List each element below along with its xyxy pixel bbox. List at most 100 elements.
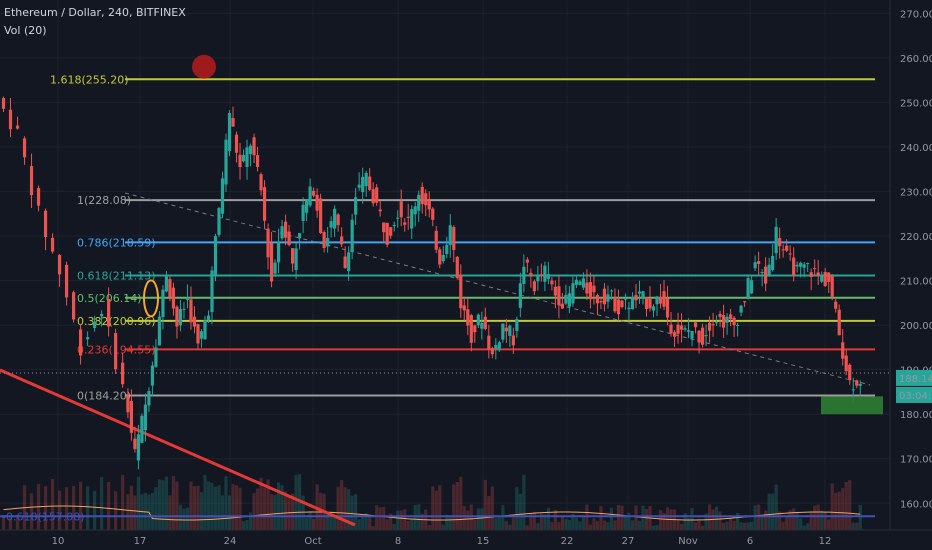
candle-body	[368, 176, 372, 190]
candle-body	[813, 268, 817, 270]
volume-bar	[714, 506, 719, 530]
volume-bar	[343, 487, 347, 530]
volume-bar	[613, 520, 617, 530]
price-axis[interactable]: 160.00170.00180.00190.00200.00210.00220.…	[889, 0, 932, 550]
candle-body	[290, 248, 295, 264]
volume-bar	[753, 505, 757, 530]
candle-body	[662, 291, 666, 307]
candle-body	[441, 254, 445, 262]
candle-body	[616, 299, 621, 315]
candle-body	[220, 178, 225, 214]
candle-body	[107, 298, 111, 327]
candle-body	[382, 222, 386, 233]
top-marker-circle	[192, 54, 216, 79]
volume-bar	[529, 513, 533, 530]
volume-bar	[501, 505, 505, 530]
candle-body	[392, 225, 396, 227]
volume-bar	[844, 481, 848, 530]
volume-bar	[164, 476, 169, 530]
candle-body	[599, 301, 603, 303]
trend-lines[interactable]	[0, 192, 890, 527]
candle-body	[36, 188, 41, 206]
volume-bar	[431, 486, 435, 530]
candle-body	[830, 275, 834, 297]
volume-bar	[1, 516, 6, 530]
candle-body	[494, 344, 498, 350]
candle-body	[224, 139, 228, 185]
volume-bar	[276, 482, 281, 530]
price-tick-label: 180.00	[900, 410, 932, 421]
candle-body	[718, 313, 722, 317]
candle-body	[71, 292, 76, 320]
volume-bar	[15, 515, 20, 530]
volume-bar	[693, 522, 698, 530]
volume-bar	[851, 522, 855, 530]
time-axis[interactable]: 10 17 24 Oct 8 15 22 27 Nov 6 12	[0, 529, 932, 547]
candle-body	[196, 324, 200, 344]
candle-body	[693, 322, 698, 328]
volume-bar	[739, 522, 743, 530]
time-tick-label: 12	[819, 536, 832, 547]
candle-body	[445, 244, 449, 254]
candle-body	[192, 316, 197, 327]
candle-body	[171, 287, 176, 309]
candle-body	[753, 262, 757, 269]
candle-body	[147, 391, 151, 406]
volume-bar	[746, 522, 750, 530]
symbol-title: Ethereum / Dollar, 240, BITFINEX	[4, 6, 186, 19]
candle-body	[571, 283, 575, 304]
candle-body	[858, 384, 862, 386]
volume-bar	[679, 523, 684, 530]
volume-bar	[592, 518, 596, 530]
volume-bar	[8, 516, 13, 530]
volume-bar	[171, 476, 176, 530]
volume-bar	[269, 494, 274, 530]
volume-bar	[676, 520, 680, 530]
volume-bar	[203, 474, 207, 530]
candle-body	[613, 296, 617, 312]
candle-body	[750, 280, 754, 294]
candle-body	[129, 401, 134, 433]
volume-bar	[820, 510, 824, 530]
volume-bar	[150, 492, 155, 530]
candle-body	[851, 389, 855, 391]
candle-body	[785, 245, 789, 251]
candle-body	[350, 219, 354, 252]
candle-body	[403, 222, 407, 225]
candles	[1, 96, 862, 470]
candle-body	[347, 252, 351, 272]
volume-bar	[399, 510, 403, 530]
candle-body	[634, 294, 638, 301]
candle-body	[361, 176, 365, 193]
candle-body	[536, 275, 540, 282]
candle-body	[665, 298, 670, 318]
volume-bar	[241, 521, 246, 530]
candle-body	[539, 274, 543, 277]
candle-body	[100, 313, 104, 317]
candle-body	[43, 210, 48, 237]
candle-body	[806, 263, 810, 265]
volume-bar	[434, 490, 438, 530]
candle-body	[343, 256, 347, 269]
volume-bar	[168, 495, 172, 530]
volume-bar	[283, 491, 288, 530]
candle-body	[213, 236, 218, 277]
candle-body	[420, 186, 424, 205]
candle-body	[637, 291, 642, 294]
candle-body	[199, 331, 204, 339]
volume-bar	[294, 474, 298, 530]
volume-bar	[858, 504, 862, 530]
volume-ma	[3, 505, 861, 521]
candle-body	[711, 324, 715, 326]
candle-body	[757, 261, 761, 264]
volume-bar	[259, 477, 263, 530]
volume-bar	[827, 519, 831, 530]
annotations[interactable]	[143, 54, 883, 415]
candle-body	[837, 309, 841, 336]
candle-body	[410, 209, 414, 229]
candle-body	[658, 296, 663, 304]
volume-bar	[185, 507, 190, 530]
candle-body	[683, 328, 687, 330]
volume-bar	[413, 505, 417, 530]
